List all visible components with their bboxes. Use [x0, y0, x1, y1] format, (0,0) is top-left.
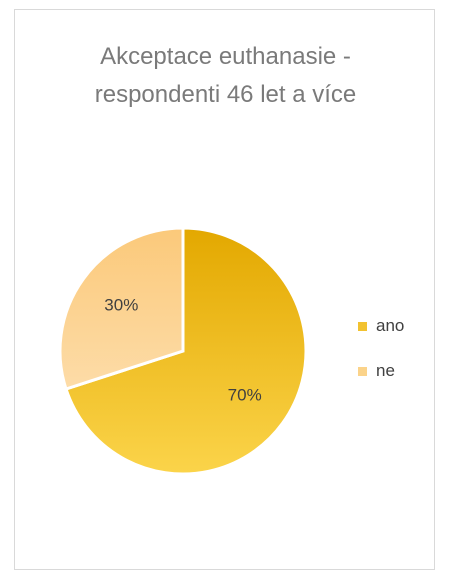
- legend-item-ne: ne: [358, 358, 404, 384]
- legend-swatch-ano: [358, 321, 367, 331]
- data-label-ne: 30%: [104, 296, 138, 315]
- legend-label-ano: ano: [376, 316, 405, 335]
- data-label-ano: 70%: [228, 385, 262, 404]
- pie-slice-ano: [64, 226, 308, 476]
- legend-swatch-ne: [358, 366, 367, 376]
- chart-title-line-2: respondenti 46 let a více: [94, 81, 357, 108]
- legend-label-ne: ne: [376, 361, 395, 380]
- chart-title-line-1: Akceptace euthanasie -: [100, 43, 351, 70]
- legend-item-ano: ano: [358, 313, 404, 339]
- chart-title: Akceptace euthanasie - respondenti 46 le…: [15, 38, 436, 114]
- legend: ano ne: [358, 313, 404, 403]
- pie-slice-ne: [58, 226, 185, 391]
